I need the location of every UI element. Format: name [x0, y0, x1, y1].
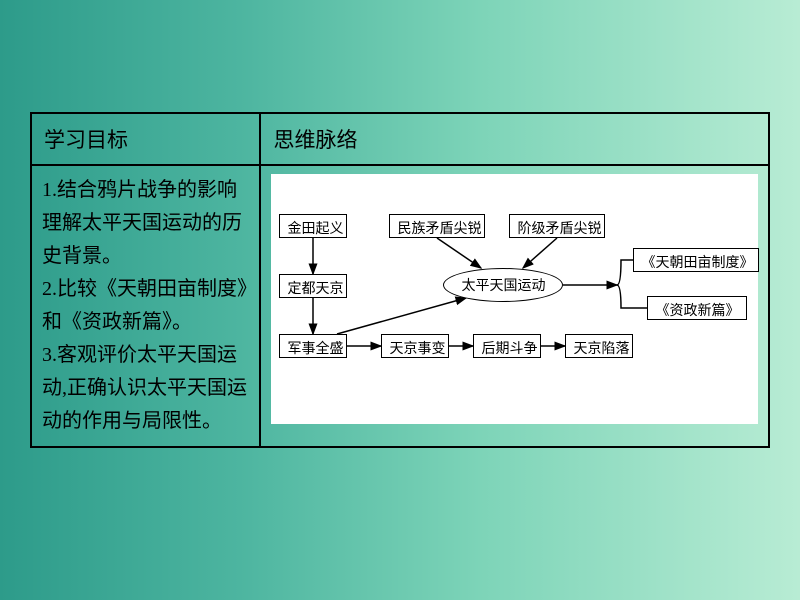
main-table: 学习目标 思维脉络 1.结合鸦片战争的影响理解太平天国运动的历史背景。 2.比较…	[30, 112, 770, 448]
node-jieji: 阶级矛盾尖锐	[509, 214, 605, 238]
objectives-cell: 1.结合鸦片战争的影响理解太平天国运动的历史背景。 2.比较《天朝田亩制度》和《…	[31, 165, 260, 447]
content-row: 1.结合鸦片战争的影响理解太平天国运动的历史背景。 2.比较《天朝田亩制度》和《…	[31, 165, 769, 447]
node-zizheng: 《资政新篇》	[647, 296, 747, 320]
node-junshi: 军事全盛	[279, 334, 347, 358]
node-minzu: 民族矛盾尖锐	[389, 214, 485, 238]
header-left: 学习目标	[31, 113, 260, 165]
node-jintian: 金田起义	[279, 214, 347, 238]
node-tianchao: 《天朝田亩制度》	[633, 248, 759, 272]
objectives-list: 1.结合鸦片战争的影响理解太平天国运动的历史背景。 2.比较《天朝田亩制度》和《…	[42, 174, 249, 438]
diagram-cell: 金田起义 民族矛盾尖锐阶级矛盾尖锐定都天京 太平天国运动 《天朝田亩制度》《资政新篇》…	[260, 165, 769, 447]
objective-item: 2.比较《天朝田亩制度》和《资政新篇》。	[42, 273, 249, 339]
node-xianluo: 天京陷落	[565, 334, 633, 358]
node-shibian: 天京事变	[381, 334, 449, 358]
node-houqi: 后期斗争	[473, 334, 541, 358]
objective-item: 3.客观评价太平天国运动,正确认识太平天国运动的作用与局限性。	[42, 339, 249, 438]
header-right: 思维脉络	[260, 113, 769, 165]
node-taiping: 太平天国运动	[443, 268, 563, 302]
header-row: 学习目标 思维脉络	[31, 113, 769, 165]
objective-item: 1.结合鸦片战争的影响理解太平天国运动的历史背景。	[42, 174, 249, 273]
node-dingdu: 定都天京	[279, 274, 347, 298]
flowchart-diagram: 金田起义 民族矛盾尖锐阶级矛盾尖锐定都天京 太平天国运动 《天朝田亩制度》《资政新篇》…	[271, 174, 758, 424]
